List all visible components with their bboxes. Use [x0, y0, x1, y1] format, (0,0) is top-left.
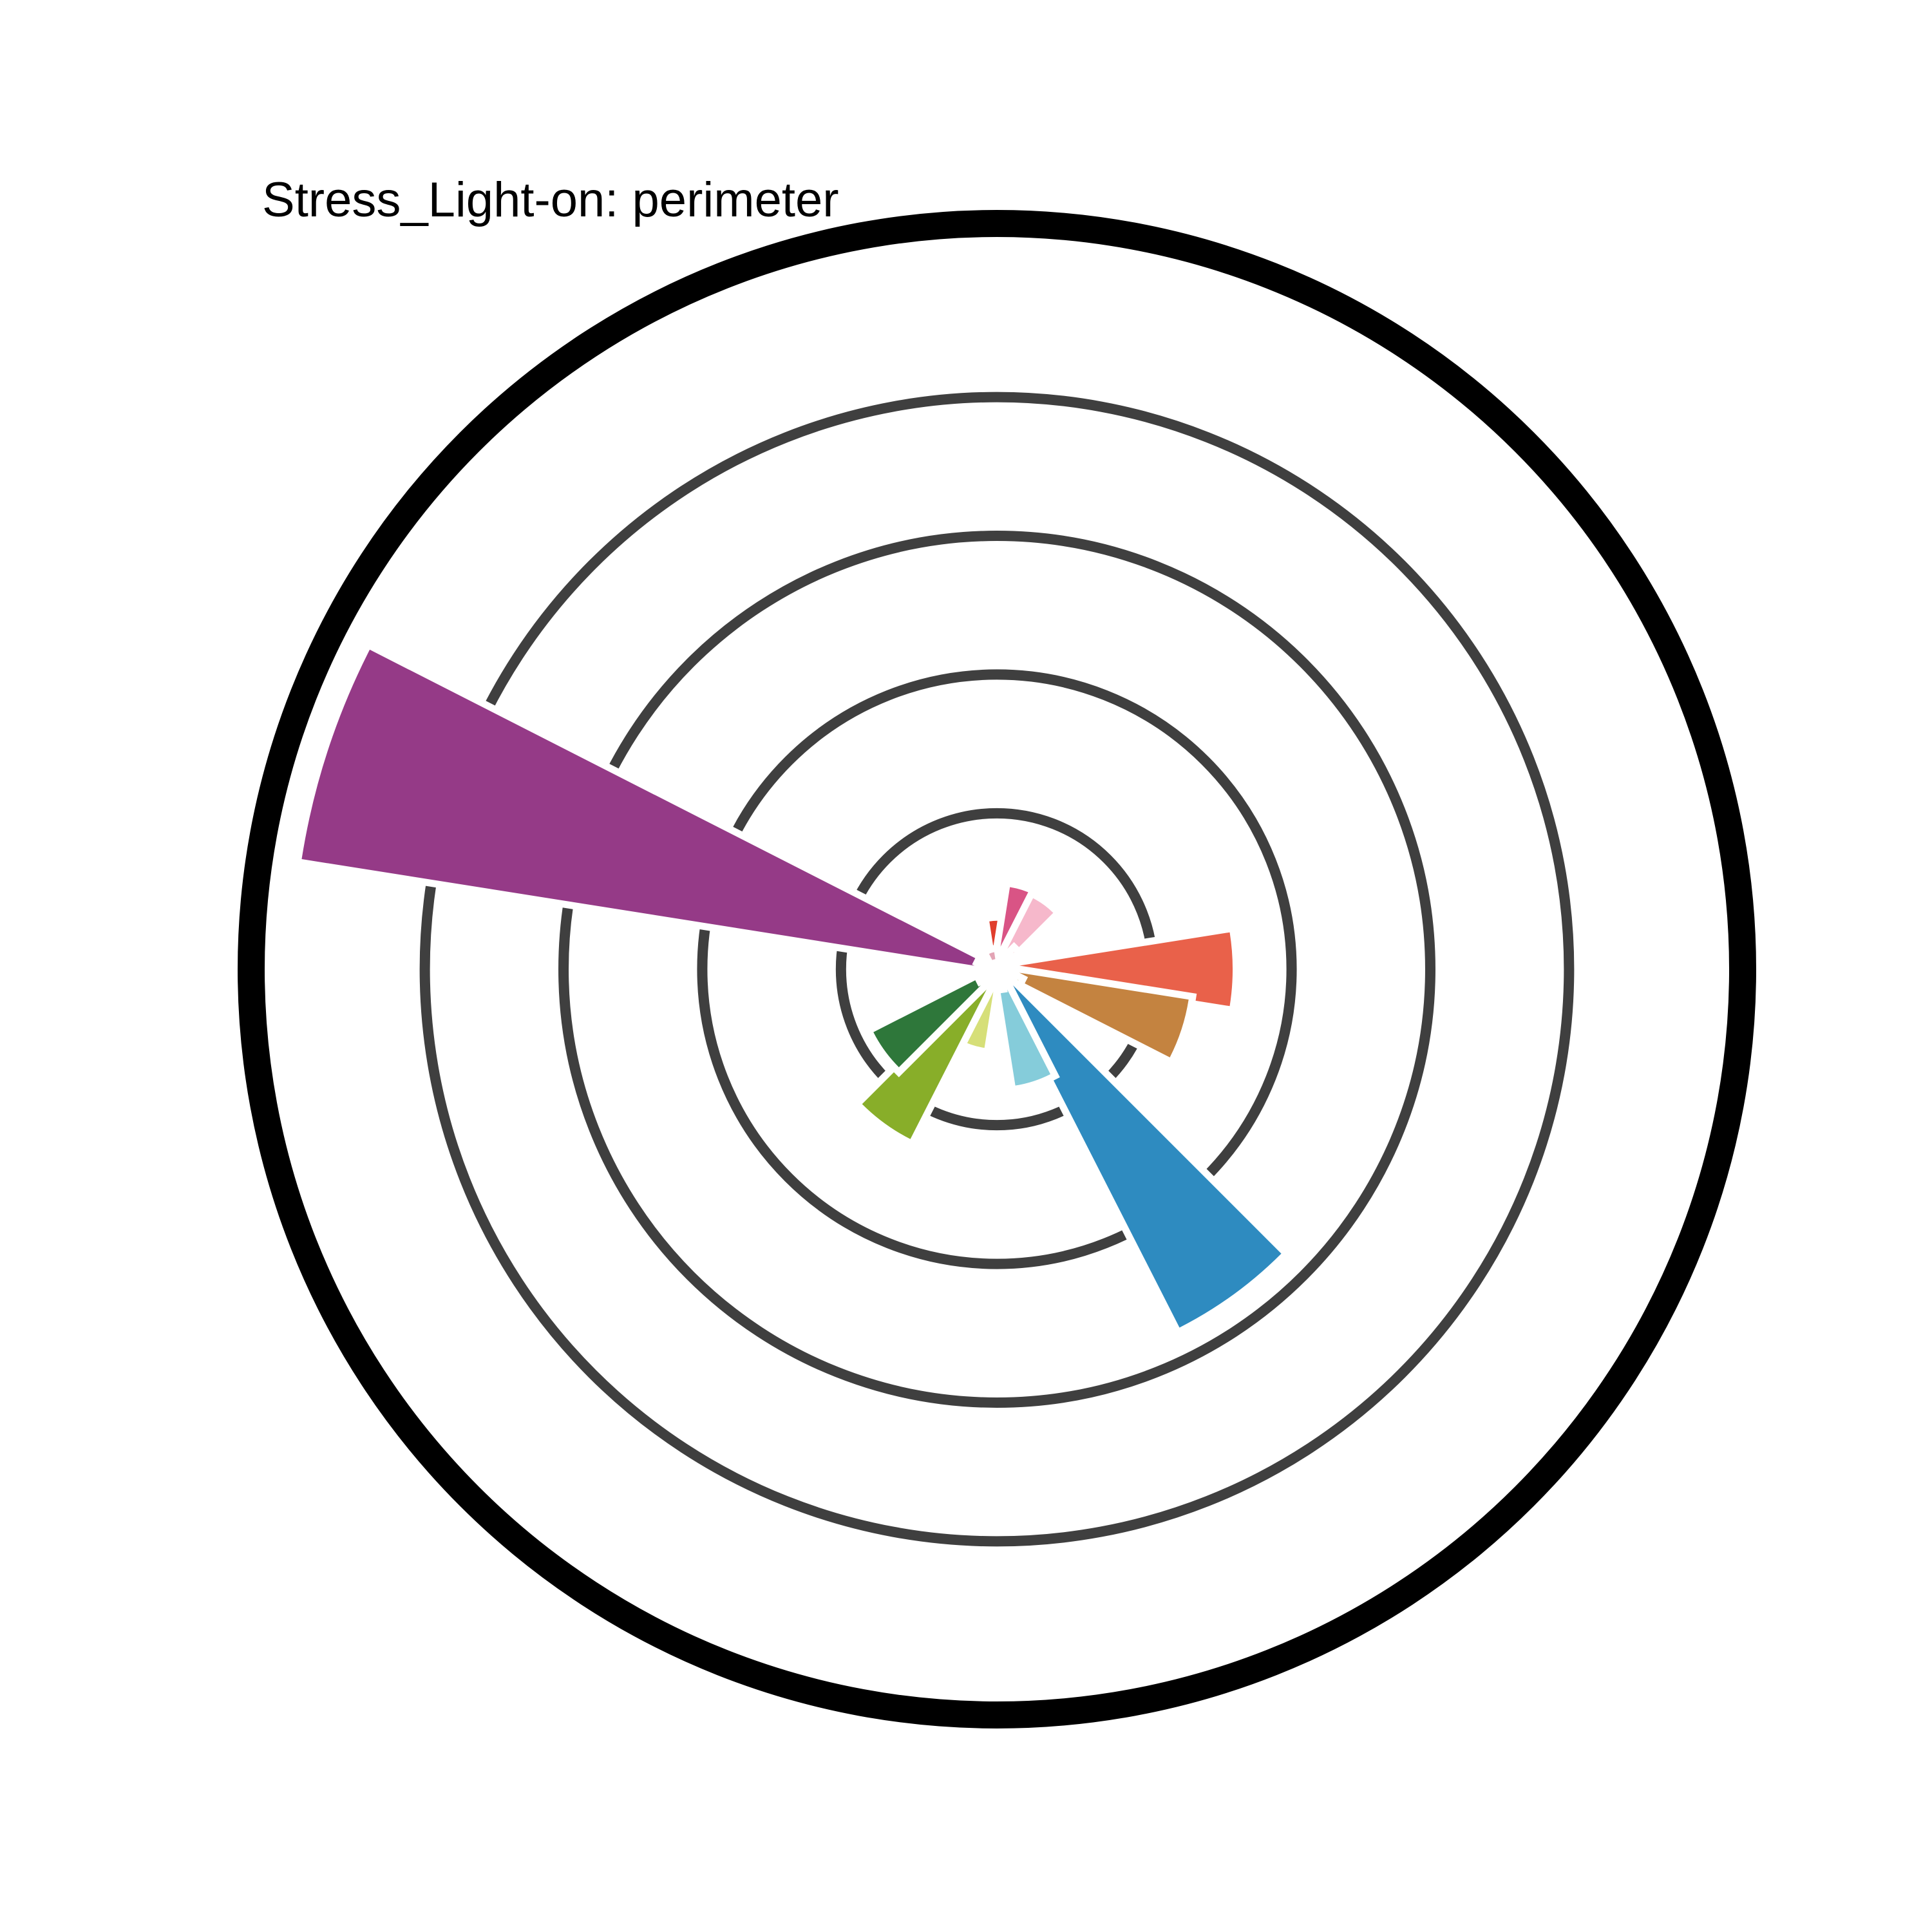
chart-title: Stress_Light-on: perimeter — [262, 173, 839, 227]
bar-s20 — [980, 943, 1004, 970]
grid-ring-4 — [419, 392, 1575, 1547]
grid-rings — [238, 210, 1756, 1728]
grid-ring-2 — [697, 669, 1297, 1269]
grid-ring-3 — [558, 531, 1435, 1408]
bars — [293, 639, 1292, 1338]
outer-ring — [238, 210, 1756, 1728]
